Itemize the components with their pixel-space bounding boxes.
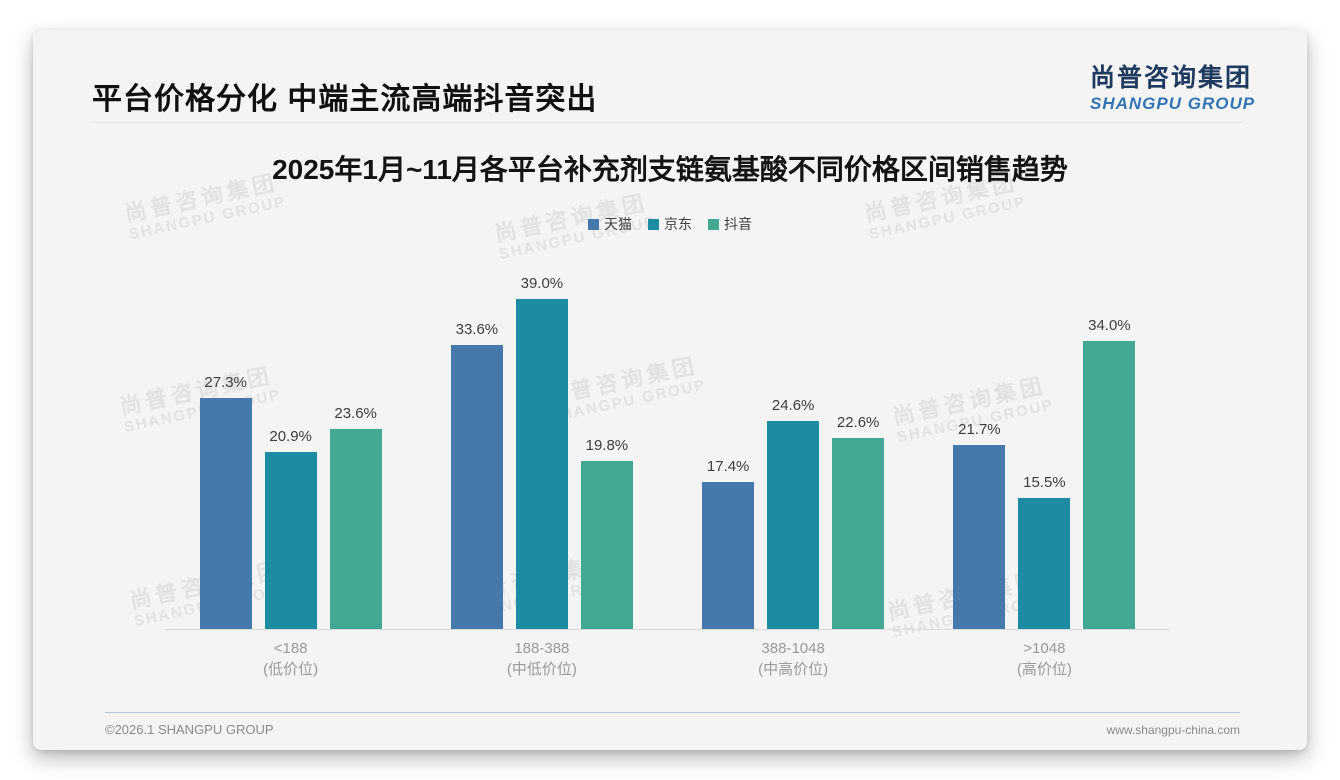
legend-swatch-icon <box>648 218 659 230</box>
legend-label: 抖音 <box>724 216 752 232</box>
title-divider <box>92 122 1242 123</box>
bar-京东-3: 15.5% <box>1018 474 1071 629</box>
slide-card: 尚普咨询集团 SHANGPU GROUP 尚普咨询集团 SHANGPU GROUP 尚普… <box>33 30 1307 750</box>
bar-京东-0: 20.9% <box>264 428 317 629</box>
bar-group-1: 33.6% 39.0% 19.8% <box>416 275 667 629</box>
bar-value-label: 20.9% <box>269 428 312 445</box>
legend-label: 天猫 <box>604 216 632 232</box>
bar-value-label: 15.5% <box>1023 474 1066 491</box>
plot-area: 27.3% 20.9% 23.6% 33.6% 39.0% 19.8% 17.4% 24.6%… <box>165 275 1170 630</box>
bar-天猫-0: 27.3% <box>199 374 252 629</box>
legend-item-0: 天猫 <box>588 214 632 234</box>
legend-item-1: 京东 <box>648 214 692 234</box>
x-axis-label-1: 188-388 (中低价位) <box>506 640 577 678</box>
x-axis-labels: <188 (低价位) 188-388 (中低价位) 388-1048 (中高价位) >104… <box>165 638 1170 680</box>
logo-en-text: SHANGPU GROUP <box>1090 94 1256 113</box>
footer-website: www.shangpu-china.com <box>1106 723 1240 737</box>
logo-cn-text: 尚普咨询集团 <box>1090 64 1253 92</box>
bar-京东-2: 24.6% <box>767 397 820 629</box>
bar-value-label: 23.6% <box>334 405 377 422</box>
bar-value-label: 17.4% <box>706 458 750 475</box>
bar-抖音-2: 22.6% <box>832 414 885 629</box>
x-axis-label-2: 388-1048 (中高价位) <box>758 640 829 678</box>
legend-swatch-icon <box>708 218 719 230</box>
x-axis-label-0: <188 (低价位) <box>263 640 319 678</box>
x-axis-label-3: >1048 (高价位) <box>1016 640 1072 678</box>
bar-value-label: 33.6% <box>455 321 499 338</box>
legend-label: 京东 <box>664 216 692 232</box>
bar-抖音-3: 34.0% <box>1083 317 1136 629</box>
bar-京东-1: 39.0% <box>515 275 568 629</box>
chart-legend: 天猫 京东 抖音 <box>33 214 1307 234</box>
footer-copyright: ©2026.1 SHANGPU GROUP <box>105 722 274 737</box>
legend-swatch-icon <box>588 218 599 230</box>
legend-item-2: 抖音 <box>708 214 752 234</box>
bar-groups: 27.3% 20.9% 23.6% 33.6% 39.0% 19.8% 17.4% 24.6%… <box>165 275 1170 629</box>
footer-divider <box>105 712 1240 713</box>
bar-group-3: 21.7% 15.5% 34.0% <box>919 300 1170 629</box>
bar-value-label: 24.6% <box>771 397 815 414</box>
chart-title: 2025年1月~11月各平台补充剂支链氨基酸不同价格区间销售趋势 <box>272 154 1068 185</box>
bar-value-label: 34.0% <box>1088 317 1131 334</box>
bar-group-2: 17.4% 24.6% 22.6% <box>668 300 919 629</box>
bar-value-label: 19.8% <box>585 437 629 454</box>
bar-value-label: 22.6% <box>836 414 880 431</box>
bar-天猫-2: 17.4% <box>702 458 755 629</box>
bar-group-0: 27.3% 20.9% 23.6% <box>165 300 416 629</box>
bar-value-label: 21.7% <box>958 421 1001 438</box>
page-title: 平台价格分化 中端主流高端抖音突出 <box>92 83 598 116</box>
bar-天猫-3: 21.7% <box>953 421 1006 629</box>
bar-抖音-0: 23.6% <box>329 405 382 629</box>
bar-抖音-1: 19.8% <box>580 437 633 629</box>
company-logo: 尚普咨询集团 SHANGPU GROUP <box>1090 58 1255 114</box>
bar-天猫-1: 33.6% <box>450 321 503 629</box>
bar-value-label: 39.0% <box>520 275 564 292</box>
bar-value-label: 27.3% <box>204 374 247 391</box>
